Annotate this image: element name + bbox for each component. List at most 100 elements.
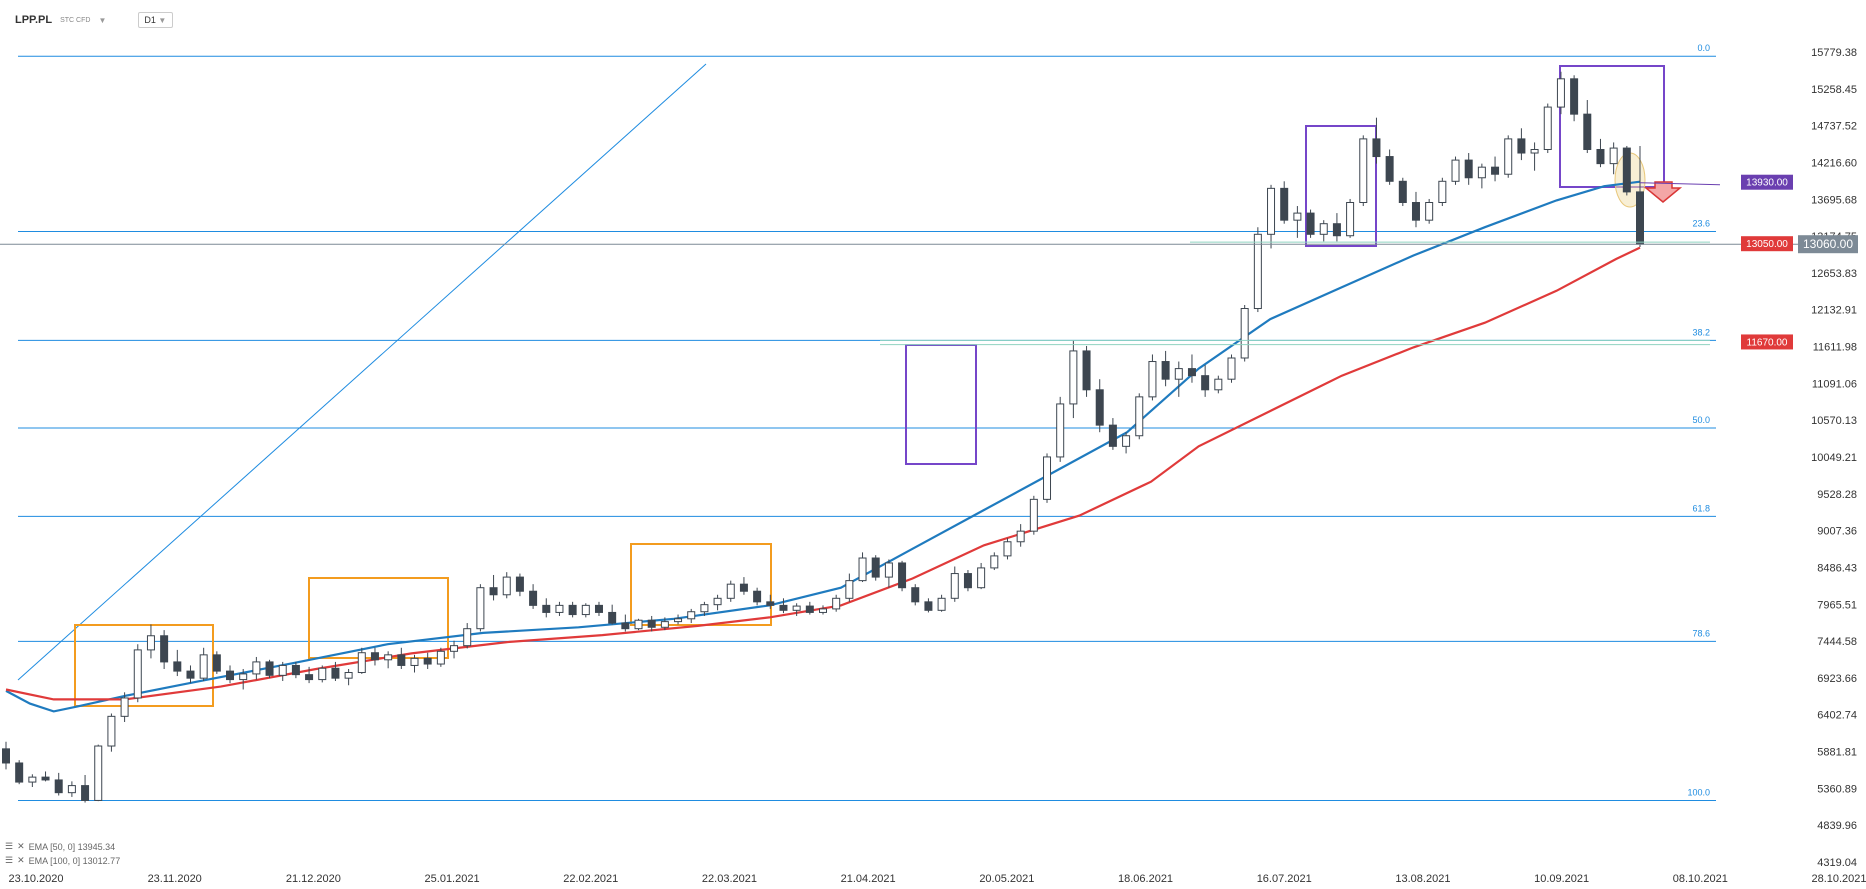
trend-line[interactable] (17, 63, 707, 681)
candle (476, 584, 485, 632)
candle (1267, 184, 1276, 249)
candle (990, 552, 999, 571)
candle (963, 570, 972, 592)
candle (186, 665, 195, 684)
candle (884, 559, 893, 588)
candle (1411, 191, 1420, 228)
purple-box-3[interactable] (1559, 65, 1665, 188)
candle (331, 661, 340, 681)
candle (94, 744, 103, 802)
candle (1570, 75, 1579, 122)
candle (357, 647, 366, 674)
x-tick-label: 16.07.2021 (1257, 873, 1312, 885)
candle (739, 577, 748, 595)
candle (1003, 538, 1012, 560)
x-tick-label: 22.03.2021 (702, 873, 757, 885)
candle (1609, 142, 1618, 175)
candle (911, 584, 920, 606)
candle (1227, 354, 1236, 383)
fib-label: 23.6 (1692, 218, 1710, 228)
candle (542, 598, 551, 618)
fib-label: 38.2 (1692, 327, 1710, 337)
candle (67, 781, 76, 797)
y-tick-label: 11091.06 (1812, 378, 1857, 390)
price-tag-1[interactable]: 13050.00 (1741, 236, 1793, 252)
ema-line-0 (5, 180, 1641, 713)
legend-ema-100[interactable]: ☰ ✕ EMA [100, 0] 13012.77 (5, 855, 120, 866)
y-tick-label: 13695.68 (1811, 194, 1857, 206)
candle (1372, 117, 1381, 164)
x-tick-label: 20.05.2021 (979, 873, 1034, 885)
price-tags: 13930.00 13050.00 11670.00 13060.00 (0, 174, 1858, 350)
y-tick-label: 9007.36 (1817, 526, 1857, 538)
candle (1398, 177, 1407, 207)
candle (529, 584, 538, 609)
candle (819, 605, 827, 615)
x-tick-label: 28.10.2021 (1811, 873, 1866, 885)
x-tick-label: 25.01.2021 (425, 873, 480, 885)
purple-box-1[interactable] (905, 344, 977, 465)
x-tick-label: 22.02.2021 (563, 873, 618, 885)
axes: 15779.38 15258.45 14737.52 14216.60 13695.68… (8, 47, 1866, 885)
candle (1214, 375, 1223, 394)
candle (1583, 100, 1592, 154)
fib-label: 100.0 (1687, 787, 1710, 797)
y-tick-label: 9528.28 (1817, 489, 1857, 501)
purple-box-2[interactable] (1305, 125, 1377, 247)
timeframe-select[interactable]: D1 ▼ (138, 12, 174, 28)
candle (713, 594, 722, 611)
candle (489, 574, 498, 601)
x-tick-label: 13.08.2021 (1395, 873, 1450, 885)
candle (291, 661, 300, 679)
y-tick-label: 11611.98 (1813, 342, 1857, 354)
price-tag-2[interactable]: 11670.00 (1741, 334, 1793, 350)
candle (1187, 354, 1196, 383)
candle (265, 659, 274, 679)
candle (15, 760, 24, 785)
legend-label: EMA [100, 0] 13012.77 (28, 855, 121, 866)
candle (370, 647, 379, 666)
ema-lines (5, 180, 1641, 713)
price-tag-0[interactable]: 13930.00 (1741, 174, 1793, 190)
legend-ema-50[interactable]: ☰ ✕ EMA [50, 0] 13945.34 (5, 841, 115, 852)
price-tag-label: 13050.00 (1746, 239, 1788, 250)
legend-label: EMA [50, 0] 13945.34 (28, 841, 116, 852)
candle (1082, 345, 1091, 397)
candle (1122, 432, 1131, 454)
candle (344, 668, 353, 686)
list-icon[interactable]: ☰ (5, 855, 14, 865)
current-price-tag: 13060.00 (1798, 235, 1858, 254)
candle (1108, 418, 1117, 450)
candle (845, 573, 854, 602)
candle (81, 774, 90, 803)
candle (146, 624, 155, 659)
list-icon[interactable]: ☰ (5, 841, 14, 851)
candle (937, 594, 946, 612)
close-icon[interactable]: ✕ (17, 855, 25, 865)
candle (1161, 350, 1170, 387)
candle (634, 618, 643, 631)
close-icon[interactable]: ✕ (17, 841, 25, 851)
candle (647, 615, 656, 632)
y-tick-label: 4319.04 (1817, 857, 1857, 869)
orange-box-1[interactable] (74, 624, 214, 707)
orange-box-3[interactable] (630, 543, 772, 626)
ema-line-1 (5, 246, 1641, 701)
x-tick-label: 08.10.2021 (1673, 873, 1728, 885)
y-tick-label: 7965.51 (1817, 599, 1857, 611)
x-tick-label: 23.11.2020 (148, 873, 202, 885)
candle (687, 608, 696, 624)
chevron-down-icon[interactable]: ▼ (98, 15, 107, 25)
price-tag-label: 11670.00 (1747, 337, 1788, 348)
candle (278, 661, 287, 681)
fib-label: 78.6 (1692, 628, 1710, 638)
y-tick-label: 12132.91 (1811, 305, 1857, 317)
candle (1491, 156, 1500, 182)
candle (120, 692, 129, 722)
candle (239, 668, 248, 690)
candle (1332, 213, 1341, 242)
candle (1464, 153, 1473, 185)
y-tick-label: 4839.96 (1817, 820, 1857, 832)
candle (1148, 354, 1157, 401)
